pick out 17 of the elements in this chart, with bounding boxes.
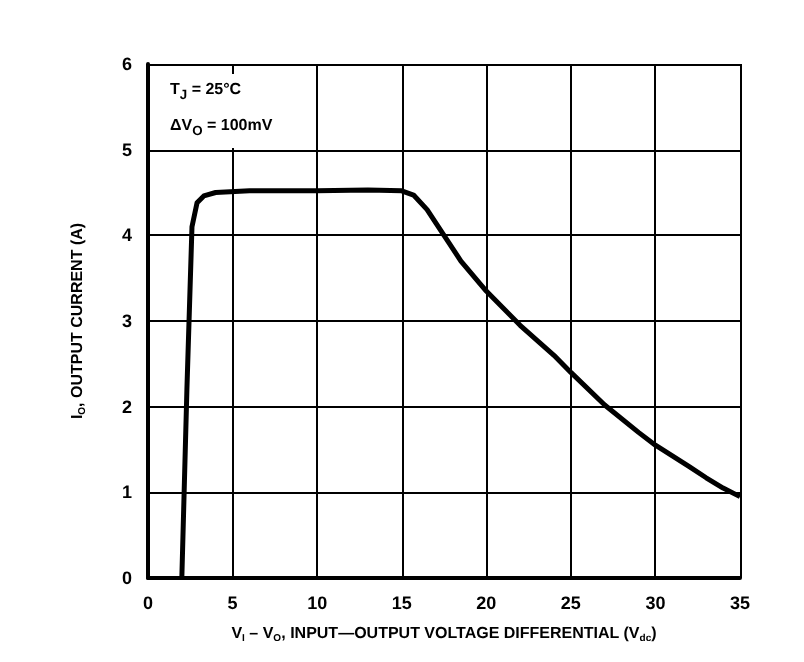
y-tick-label: 6 (121, 54, 132, 74)
y-tick-label: 0 (121, 568, 132, 588)
x-tick-label: 25 (560, 593, 581, 613)
y-tick-label: 4 (121, 225, 132, 246)
x-tick-label: 20 (476, 593, 497, 613)
x-tick-label: 10 (307, 593, 328, 613)
y-tick-label: 5 (121, 139, 132, 160)
y-tick-label: 1 (121, 482, 132, 503)
x-tick-label: 35 (729, 593, 751, 613)
annotation: T$_{J}$ = 25°C (170, 78, 244, 108)
annotation: ΔV$_{O}$ = 100mV (170, 113, 273, 143)
x-tick-label: 0 (142, 593, 154, 613)
x-tick-label: 5 (227, 593, 238, 613)
y-tick-label: 3 (121, 311, 132, 331)
y-tick-label: 2 (121, 396, 132, 417)
x-tick-label: 15 (391, 593, 412, 613)
x-tick-label: 30 (645, 593, 666, 613)
